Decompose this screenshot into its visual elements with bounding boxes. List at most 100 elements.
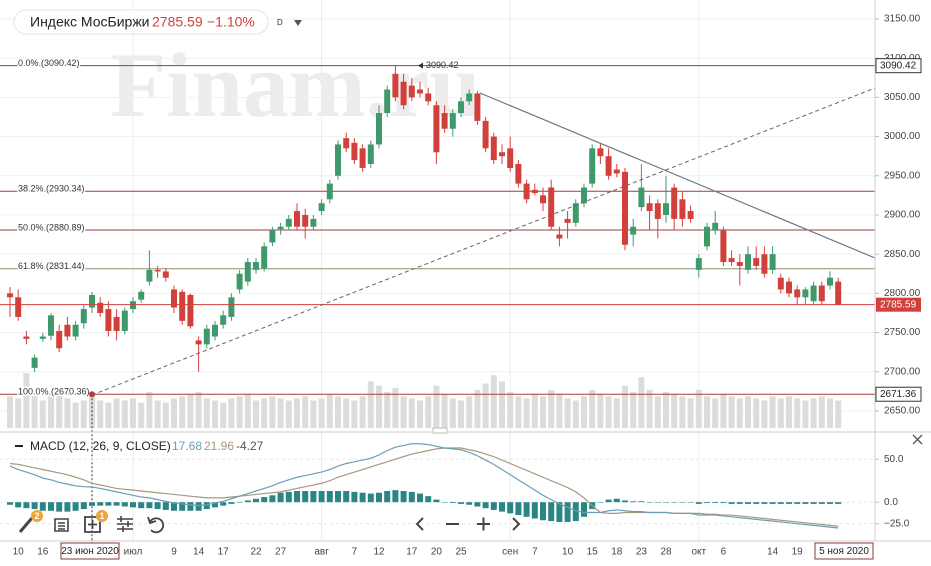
volume-bar xyxy=(212,400,218,428)
candle-body xyxy=(613,169,620,174)
volume-bar xyxy=(64,398,71,428)
signal-line xyxy=(9,447,839,527)
histogram-bar xyxy=(236,502,243,503)
candle-body xyxy=(630,226,637,235)
x-tick-label: 18 xyxy=(611,547,623,558)
histogram-bar xyxy=(392,490,399,503)
scroll-left[interactable] xyxy=(415,517,424,531)
volume-bar xyxy=(105,402,112,428)
candle-body xyxy=(253,262,259,270)
histogram-bar xyxy=(540,502,546,521)
candle-body xyxy=(15,297,22,317)
histogram-bar xyxy=(515,502,522,516)
histogram-bar xyxy=(761,502,768,504)
volume-bar xyxy=(646,389,653,428)
candle-body xyxy=(23,336,30,339)
candle-body xyxy=(105,309,112,332)
histogram-bar xyxy=(302,491,309,503)
volume-bar xyxy=(408,398,415,428)
histogram-bar xyxy=(687,502,694,503)
candle-body xyxy=(802,289,809,298)
candle-body xyxy=(810,285,817,302)
histogram-bar xyxy=(613,498,620,503)
undo-tool[interactable] xyxy=(147,516,165,534)
volume-bar xyxy=(695,389,702,428)
interval[interactable]: D xyxy=(277,18,283,27)
candle-body xyxy=(244,262,251,282)
candle-body xyxy=(523,183,530,200)
candle-body xyxy=(654,203,661,219)
histogram-bar xyxy=(212,502,218,508)
histogram-bar xyxy=(97,502,104,506)
close-panel[interactable] xyxy=(912,434,923,445)
y-tick-label: −25.0 xyxy=(884,518,910,529)
x-tick-label: 28 xyxy=(660,547,672,558)
y-tick-label: 3150.00 xyxy=(884,14,921,25)
histogram-bar xyxy=(671,502,678,503)
candle-body xyxy=(745,254,751,270)
candle-body xyxy=(622,171,628,245)
scroll-right[interactable] xyxy=(512,517,521,531)
histogram-bar xyxy=(572,502,579,522)
zoom-in[interactable] xyxy=(477,517,490,531)
histogram-bar xyxy=(261,497,268,503)
histogram-bar xyxy=(48,502,54,511)
x-tick-label: 17 xyxy=(406,547,418,558)
volume-bar xyxy=(367,381,374,428)
x-tick-label: 20 xyxy=(431,547,443,558)
panel-handle[interactable] xyxy=(432,427,448,434)
candle-body xyxy=(220,315,227,325)
candle-body xyxy=(302,214,309,227)
macd-value: 17.68 xyxy=(172,439,202,453)
histogram-bar xyxy=(203,502,210,510)
candle-body xyxy=(228,297,235,317)
header-title: Индекс МосБиржи xyxy=(30,14,150,30)
high-arrow xyxy=(418,62,423,69)
objects-tool[interactable] xyxy=(84,516,101,533)
last-price-box xyxy=(876,297,921,312)
y-tick-label: 2700.00 xyxy=(884,366,921,377)
candle-body xyxy=(458,101,464,114)
volume-bar xyxy=(441,394,448,428)
volume-bar xyxy=(433,385,440,428)
histogram-bar xyxy=(802,502,809,504)
candle-body xyxy=(507,148,514,168)
volume-bar xyxy=(162,402,169,428)
list-tool[interactable] xyxy=(54,518,69,532)
volume-bar xyxy=(794,398,801,428)
volume-bar xyxy=(179,396,186,428)
high-label: 3090.42 xyxy=(426,60,459,70)
candle-body xyxy=(466,93,473,102)
candle-body xyxy=(728,258,735,263)
x-tick-label: 25 xyxy=(455,547,467,558)
candle-body xyxy=(335,144,341,176)
histogram-bar xyxy=(441,502,448,503)
histogram-bar xyxy=(64,502,71,512)
histogram-bar xyxy=(121,502,128,507)
volume-bar xyxy=(499,381,505,428)
volume-bar xyxy=(326,394,333,428)
x-tick-label: 7 xyxy=(532,547,538,558)
volume-bar xyxy=(285,400,292,428)
y-tick-label: 3000.00 xyxy=(884,131,921,142)
volume-bar xyxy=(638,377,645,428)
volume-bar xyxy=(23,373,30,428)
histogram-bar xyxy=(728,502,735,504)
dropdown[interactable] xyxy=(294,20,302,26)
histogram-bar xyxy=(228,502,235,504)
draw-tool[interactable] xyxy=(18,517,34,533)
volume-bar xyxy=(236,396,243,428)
volume-bar xyxy=(507,392,514,428)
histogram-bar xyxy=(138,502,145,509)
volume-bar xyxy=(302,396,309,428)
candle-body xyxy=(441,113,448,129)
candle-body xyxy=(359,148,366,168)
volume-bar xyxy=(810,398,817,428)
date-box xyxy=(60,542,120,560)
volume-bar xyxy=(663,392,669,428)
settings-tool[interactable] xyxy=(117,516,133,532)
volume-bar xyxy=(400,396,407,428)
histogram-bar xyxy=(466,502,473,505)
histogram-bar xyxy=(499,502,505,512)
badge xyxy=(31,510,43,522)
